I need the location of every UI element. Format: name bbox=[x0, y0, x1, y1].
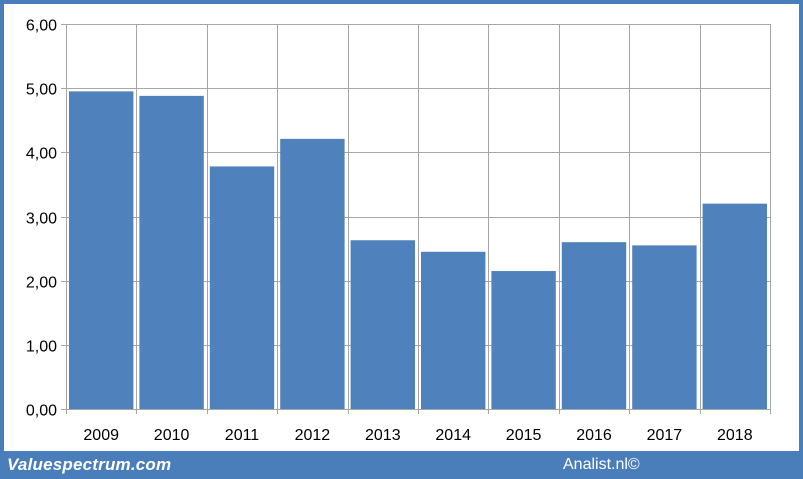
y-tick-label: 1,00 bbox=[26, 339, 57, 356]
y-tick-label: 2,00 bbox=[26, 275, 57, 292]
bar-chart: 0,00 1,00 2,00 3,00 4,00 5,00 6,00 2009 2010 2011… bbox=[26, 18, 771, 444]
x-tick-label: 2016 bbox=[576, 427, 612, 444]
x-tick-label: 2009 bbox=[83, 427, 119, 444]
bar-2014 bbox=[421, 251, 486, 409]
y-tick-label: 6,00 bbox=[26, 18, 57, 35]
x-tick-label: 2015 bbox=[506, 427, 542, 444]
bar-2011 bbox=[209, 166, 275, 409]
y-tick-label: 4,00 bbox=[26, 146, 57, 163]
y-tick-label: 3,00 bbox=[26, 211, 57, 228]
bar-2016 bbox=[561, 242, 627, 409]
footer-credit: Analist.nl© bbox=[563, 456, 640, 473]
bar-2017 bbox=[632, 245, 697, 409]
x-tick-label: 2014 bbox=[435, 427, 471, 444]
x-tick-label: 2017 bbox=[647, 427, 683, 444]
footer-brand: Valuespectrum.com bbox=[7, 455, 172, 474]
bar-2018 bbox=[702, 203, 767, 409]
y-tick-label: 5,00 bbox=[26, 82, 57, 99]
x-tick-label: 2013 bbox=[365, 427, 401, 444]
chart-panel: 0,00 1,00 2,00 3,00 4,00 5,00 6,00 2009 2010 2011… bbox=[4, 4, 799, 451]
x-tick-label: 2018 bbox=[717, 427, 753, 444]
bar-2009 bbox=[69, 91, 134, 409]
x-tick-label: 2010 bbox=[154, 427, 190, 444]
y-tick-label: 0,00 bbox=[26, 403, 57, 420]
bar-2010 bbox=[139, 95, 204, 409]
bar-2012 bbox=[280, 138, 345, 409]
x-tick-label: 2011 bbox=[225, 427, 260, 444]
bar-2013 bbox=[350, 240, 415, 409]
bar-2015 bbox=[491, 271, 556, 409]
x-tick-label: 2012 bbox=[295, 427, 331, 444]
